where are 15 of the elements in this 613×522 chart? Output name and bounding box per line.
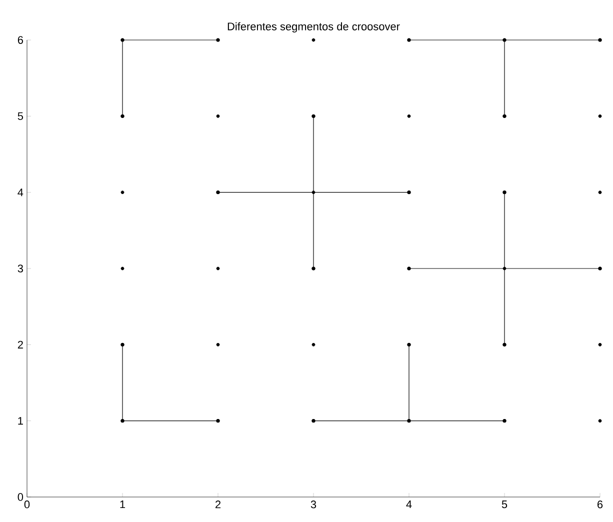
y-tick-label: 0 [18,493,24,501]
x-tick-label: 1 [120,500,126,508]
x-tick-label: 5 [502,500,508,508]
y-tick-label: 2 [18,340,23,348]
y-tick-label: 4 [18,188,24,196]
y-tick-label: 6 [18,36,23,44]
x-tick-label: 3 [310,500,316,508]
x-tick-label: 4 [406,500,412,508]
y-tick-label: 3 [18,264,23,272]
y-tick-label: 5 [18,112,24,120]
x-tick-label: 0 [24,500,30,508]
y-tick-label: 1 [18,417,23,425]
x-tick-label: 6 [598,500,603,508]
x-tick-label: 2 [216,500,220,508]
chart-title: Diferentes segmentos de croosover [228,22,400,32]
